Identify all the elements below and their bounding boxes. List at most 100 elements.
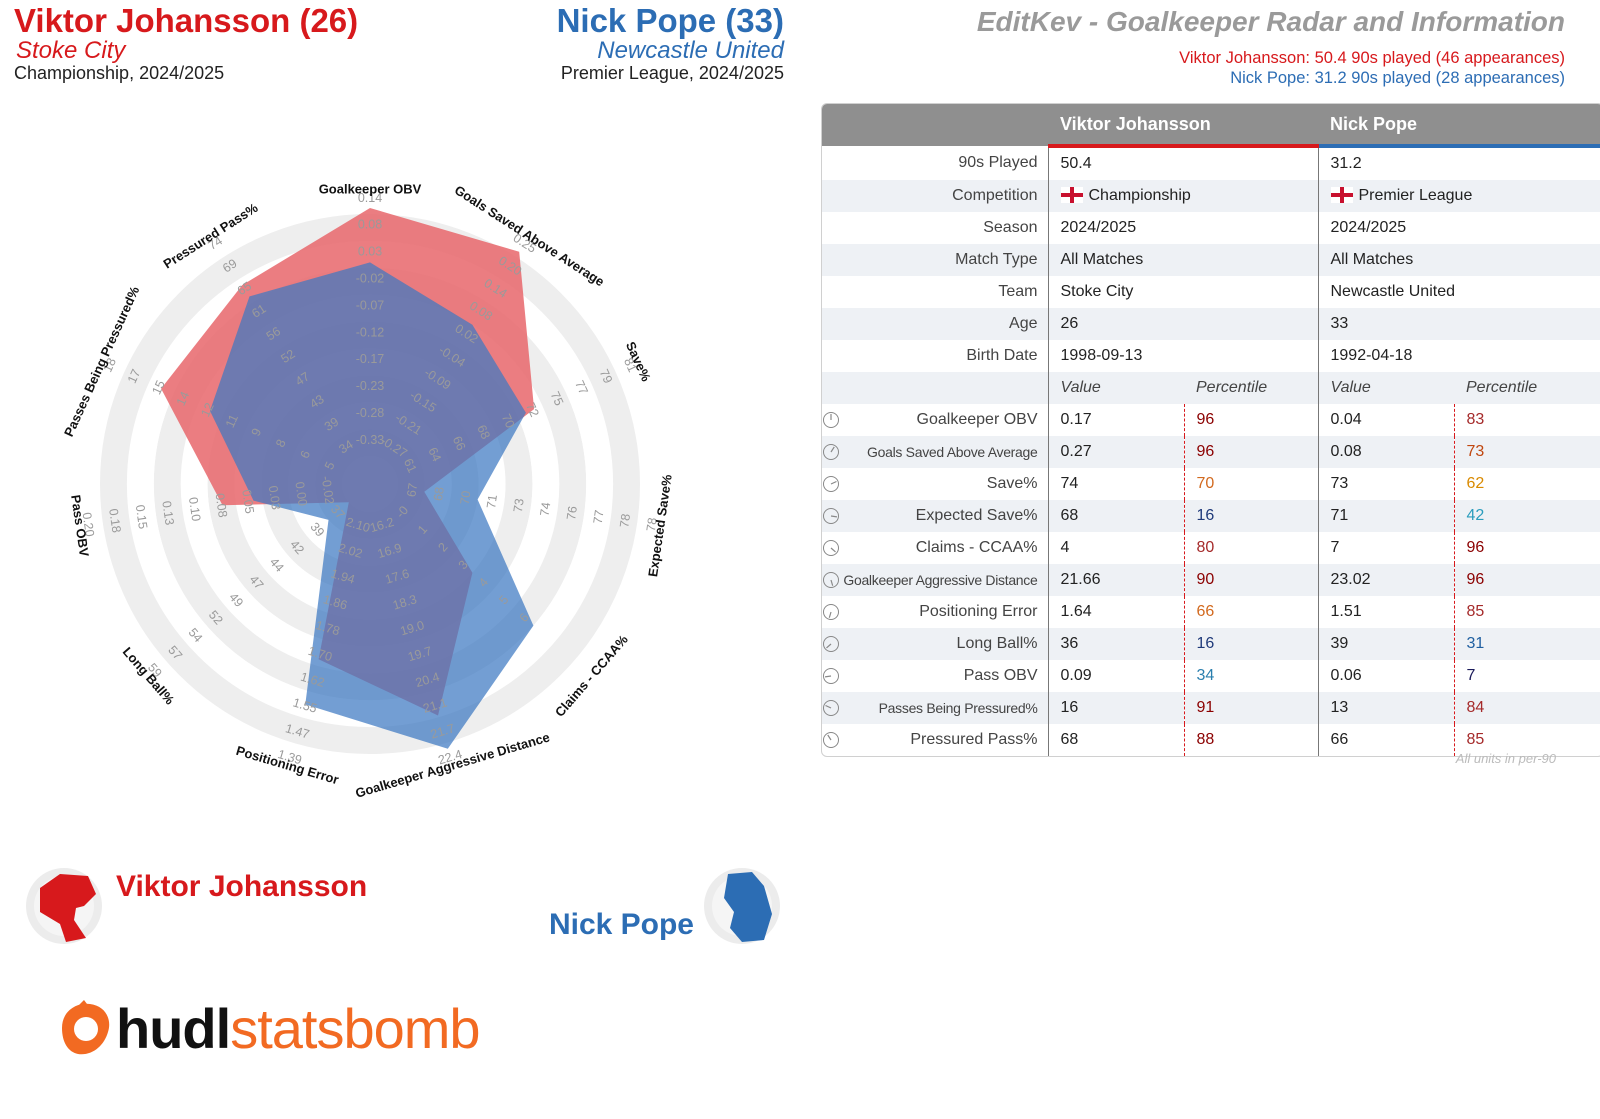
statsbomb-logo-text: hudlstatsbomb	[116, 996, 481, 1061]
radar-tick-label: 66	[450, 434, 469, 453]
metric-label: Goals Saved Above Average	[867, 444, 1038, 460]
radar-tick-label: 1.70	[306, 644, 333, 664]
radar-tick-label: 78	[644, 517, 660, 533]
metric-clock-icon	[823, 508, 839, 524]
metric-clock-icon	[823, 604, 839, 620]
metric-value-player1: 68	[1060, 731, 1079, 748]
metric-row: Goalkeeper OBV 0.17 96 0.04 83	[822, 404, 1600, 436]
radar-tick-label: 16.9	[376, 541, 403, 561]
subheader-value-p1: Value	[1048, 372, 1184, 404]
metric-percentile-player2: 85	[1453, 724, 1600, 756]
radar-tick-label: 47	[293, 369, 312, 388]
info-row: Team Stoke City Newcastle United	[822, 276, 1600, 308]
info-value-player2: Premier League	[1318, 180, 1600, 212]
radar-tick-label: -0.02	[319, 475, 337, 505]
metric-value-player2: 23.02	[1318, 564, 1454, 596]
radar-metric-label: Goalkeeper OBV	[319, 181, 422, 196]
subheader-row: Value Percentile Value Percentile	[822, 372, 1600, 404]
radar-tick-label: 14	[174, 389, 193, 408]
subheader-percentile-p2: Percentile	[1454, 372, 1600, 404]
radar-tick-label: -0.28	[356, 406, 385, 420]
metric-value-player2: 1.51	[1330, 603, 1362, 620]
info-value-player1: 1998-09-13	[1048, 340, 1319, 372]
radar-tick-label: 65	[235, 279, 254, 298]
metric-clock-icon	[823, 700, 839, 716]
info-value-player1: All Matches	[1048, 244, 1319, 276]
metric-value-player2: 66	[1330, 731, 1349, 748]
player2-title: Nick Pope (33)	[556, 2, 784, 39]
metric-percentile-player2: 62	[1453, 468, 1600, 500]
radar-tick-label: 34	[336, 437, 355, 456]
table-corner	[822, 104, 1048, 146]
info-value-player2: 1992-04-18	[1330, 347, 1413, 364]
radar-tick-label: 0.00	[292, 481, 309, 507]
metric-label-cell: Goalkeeper OBV	[822, 404, 1049, 436]
radar-tick-label: 0.03	[266, 485, 283, 511]
radar-tick-label: 74	[537, 501, 553, 517]
info-value-player1: 50.4	[1048, 146, 1319, 180]
metric-percentile-player2: 31	[1453, 628, 1600, 660]
radar-tick-label: 0.08	[213, 492, 230, 518]
radar-tick-label: 21.1	[421, 695, 448, 715]
metric-percentile-player1: 88	[1183, 724, 1319, 756]
info-row: Competition Championship Premier League	[822, 180, 1600, 212]
metric-value-player2: 0.06	[1330, 667, 1362, 684]
info-value-player2: 2024/2025	[1330, 219, 1407, 236]
metric-row: Goalkeeper Aggressive Distance 21.66 90 23.…	[822, 564, 1600, 596]
radar-metric-label: Pass OBV	[68, 494, 92, 558]
radar-tick-label: 70	[499, 412, 518, 431]
radar-tick-label: 0.13	[159, 500, 176, 526]
metric-percentile-player2: 83	[1453, 404, 1600, 436]
england-flag-icon	[1060, 187, 1083, 203]
subheader-value-p2: Value	[1318, 372, 1454, 404]
radar-ticks: -0.33 -0.28 -0.23 -0.17 -0.12 -0.07 -0.02 0.03 0…	[80, 191, 660, 767]
metric-value-player1: 74	[1060, 475, 1079, 492]
radar-tick-label: 56	[264, 324, 283, 343]
radar-tick-label: 17.6	[384, 566, 411, 586]
metric-row: Expected Save% 68 16 71 42	[822, 500, 1600, 532]
metric-label-cell: Long Ball%	[822, 628, 1049, 660]
metric-percentile-player1: 16	[1183, 500, 1319, 532]
info-label: Competition	[822, 180, 1049, 212]
radar-tick-label: 1.78	[314, 618, 341, 638]
radar-tick-label: 69	[220, 256, 239, 275]
metric-percentile-player2: 73	[1453, 436, 1600, 468]
metric-value-player1: 68	[1048, 500, 1184, 532]
player2-team: Newcastle United	[597, 37, 784, 64]
radar-tick-label: 15	[149, 378, 168, 397]
metric-label-cell: Passes Being Pressured%	[822, 692, 1049, 724]
radar-tick-label: 0.03	[358, 245, 382, 259]
radar-polygon-player2	[210, 262, 534, 749]
info-value-player1: 26	[1048, 308, 1319, 340]
logo-statsbomb: statsbomb	[230, 997, 480, 1060]
metric-value-player2: 71	[1318, 500, 1454, 532]
radar-tick-label: 19.0	[399, 618, 426, 638]
units-footnote: All units in per-90	[1455, 751, 1556, 766]
info-label: Team	[822, 276, 1049, 308]
radar-tick-label: 2.02	[337, 541, 364, 561]
metric-label: Goalkeeper Aggressive Distance	[843, 572, 1038, 588]
metric-percentile-player2: 7	[1453, 660, 1600, 692]
england-flag-icon	[1330, 187, 1353, 203]
radar-tick-label: 22.4	[437, 747, 464, 767]
radar-tick-label: 64	[425, 445, 444, 464]
metric-clock-icon	[823, 668, 839, 684]
radar-tick-label: 79	[597, 367, 616, 386]
radar-tick-label: 1.39	[276, 747, 303, 767]
info-label: Match Type	[822, 244, 1049, 276]
radar-tick-label: -0.02	[356, 271, 385, 285]
metric-value-player1: 1.64	[1060, 603, 1092, 620]
player1-minutes: Viktor Johansson: 50.4 90s played (46 ap…	[1179, 49, 1565, 67]
radar-tick-label: 1.94	[329, 566, 356, 586]
metric-row: Goals Saved Above Average 0.27 96 0.08 73	[822, 436, 1600, 468]
radar-tick-label: 20.4	[414, 670, 441, 690]
radar-tick-label: -0.07	[356, 298, 385, 312]
radar-tick-label: 68	[474, 423, 493, 442]
info-value-player1: 2024/2025	[1048, 212, 1319, 244]
radar-tick-label: 1.86	[322, 592, 349, 612]
metric-percentile-player2: 96	[1453, 564, 1600, 596]
metric-percentile-player1: 66	[1183, 596, 1319, 628]
subheader-percentile-p1: Percentile	[1184, 372, 1319, 404]
radar-tick-label: 52	[278, 347, 297, 366]
info-value-player1: Championship	[1048, 180, 1319, 212]
